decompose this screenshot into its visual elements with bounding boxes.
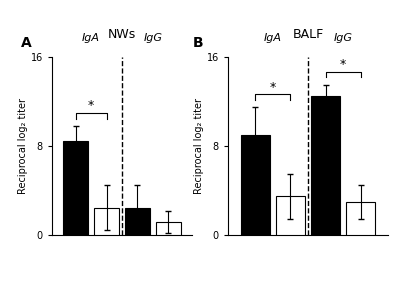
Bar: [125, 208, 150, 235]
Bar: [276, 196, 305, 235]
Bar: [94, 208, 119, 235]
Text: IgG: IgG: [143, 33, 162, 43]
Title: BALF: BALF: [292, 28, 324, 41]
Y-axis label: Reciprocal log₂ titer: Reciprocal log₂ titer: [194, 98, 204, 194]
Text: B: B: [193, 36, 204, 50]
Text: *: *: [88, 100, 94, 113]
Bar: [346, 202, 375, 235]
Title: NWs: NWs: [108, 28, 136, 41]
Bar: [156, 222, 181, 235]
Y-axis label: Reciprocal log₂ titer: Reciprocal log₂ titer: [18, 98, 28, 194]
Bar: [63, 141, 88, 235]
Text: *: *: [270, 81, 276, 94]
Text: IgG: IgG: [334, 33, 353, 43]
Text: IgA: IgA: [82, 33, 100, 43]
Text: A: A: [21, 36, 32, 50]
Bar: [241, 135, 270, 235]
Text: *: *: [340, 58, 346, 71]
Text: IgA: IgA: [264, 33, 282, 43]
Bar: [311, 96, 340, 235]
